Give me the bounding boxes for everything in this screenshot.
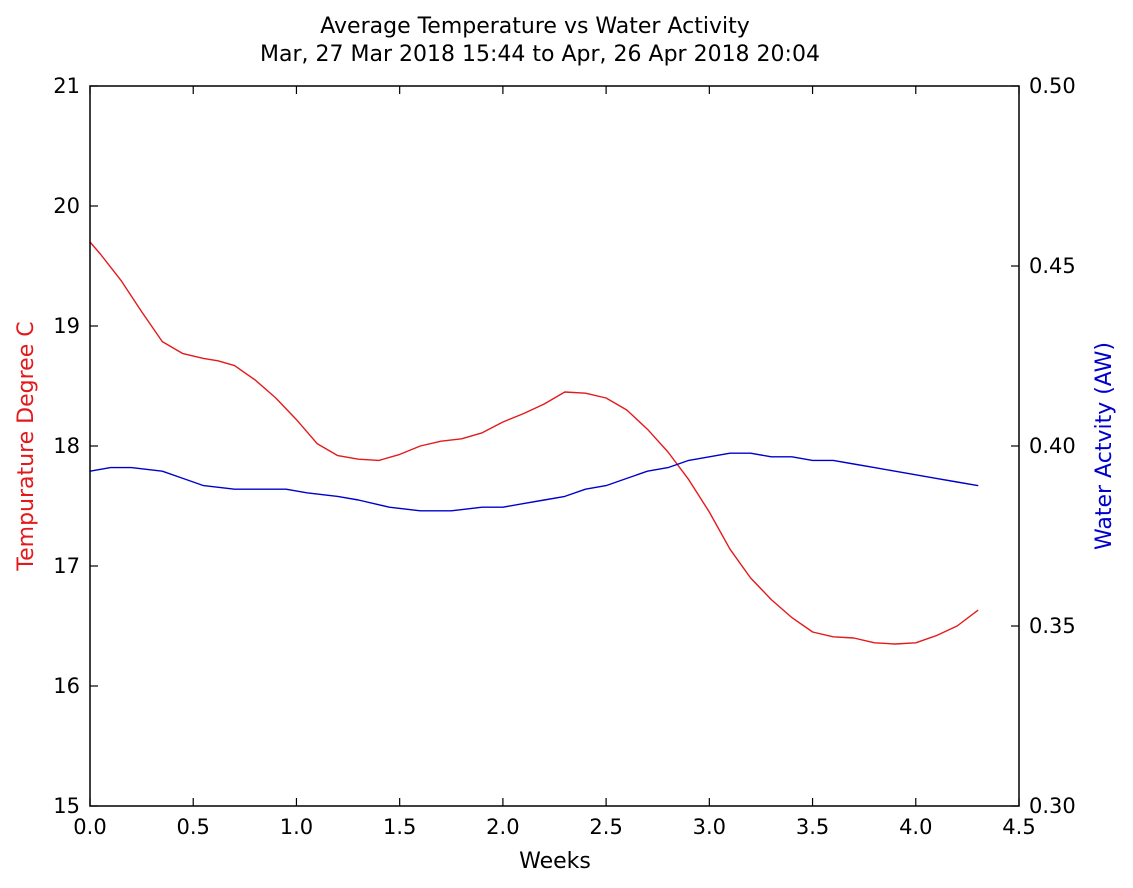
y-right-tick-label: 0.45	[1029, 254, 1076, 278]
x-tick-label: 4.5	[1002, 815, 1035, 839]
series-lines	[89, 241, 979, 645]
x-tick-label: 1.5	[383, 815, 416, 839]
x-tick-label: 0.5	[177, 815, 210, 839]
y-left-tick-label: 16	[53, 674, 80, 698]
y-left-tick-label: 21	[53, 74, 80, 98]
chart-subtitle: Mar, 27 Mar 2018 15:44 to Apr, 26 Apr 20…	[260, 42, 820, 67]
x-tick-label: 3.5	[796, 815, 829, 839]
x-axis-label: Weeks	[519, 849, 591, 874]
axis-ticks: 0.0 0.5 1.0 1.5 2.0 2.5 3.0 3.5 4.0 4.5 15 16 17 18 19…	[53, 74, 1076, 839]
chart-title: Average Temperature vs Water Activity	[320, 14, 749, 39]
y-left-axis-label: Tempurature Degree C	[14, 321, 39, 571]
plot-frame	[89, 85, 1020, 807]
water-activity-series-line	[89, 452, 979, 512]
y-right-axis-label: Water Actvity (AW)	[1092, 342, 1117, 550]
y-right-tick-label: 0.40	[1029, 434, 1076, 458]
x-tick-label: 2.0	[486, 815, 519, 839]
y-left-tick-label: 15	[53, 794, 80, 818]
x-tick-label: 0.0	[73, 815, 106, 839]
y-left-tick-label: 17	[53, 554, 80, 578]
x-tick-label: 1.0	[280, 815, 313, 839]
x-tick-label: 3.0	[693, 815, 726, 839]
y-left-tick-label: 20	[53, 194, 80, 218]
y-left-tick-label: 19	[53, 314, 80, 338]
y-right-tick-label: 0.30	[1029, 794, 1076, 818]
x-tick-label: 4.0	[899, 815, 932, 839]
x-tick-label: 2.5	[589, 815, 622, 839]
y-right-tick-label: 0.35	[1029, 614, 1076, 638]
y-left-tick-label: 18	[53, 434, 80, 458]
y-right-tick-label: 0.50	[1029, 74, 1076, 98]
temperature-series-line	[89, 241, 979, 645]
